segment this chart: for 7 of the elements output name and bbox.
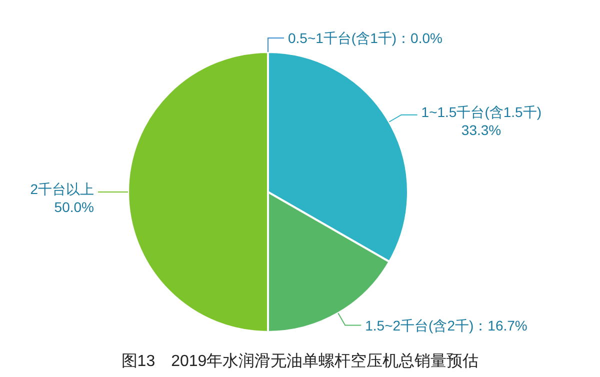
slice-label: 1~1.5千台(含1.5千) (421, 104, 542, 120)
legend-label: 0.5~1千台(含1千)：0.0% (288, 30, 442, 46)
text: 图13 2019年水润滑无油单螺杆空压机总销量预估 (121, 352, 479, 370)
slice-label: 2千台以上 (30, 181, 94, 197)
data-label: 33.3% (461, 122, 502, 138)
data-label: 50.0% (54, 199, 94, 215)
slice-label: 1.5~2千台(含2千)：16.7% (365, 317, 528, 334)
